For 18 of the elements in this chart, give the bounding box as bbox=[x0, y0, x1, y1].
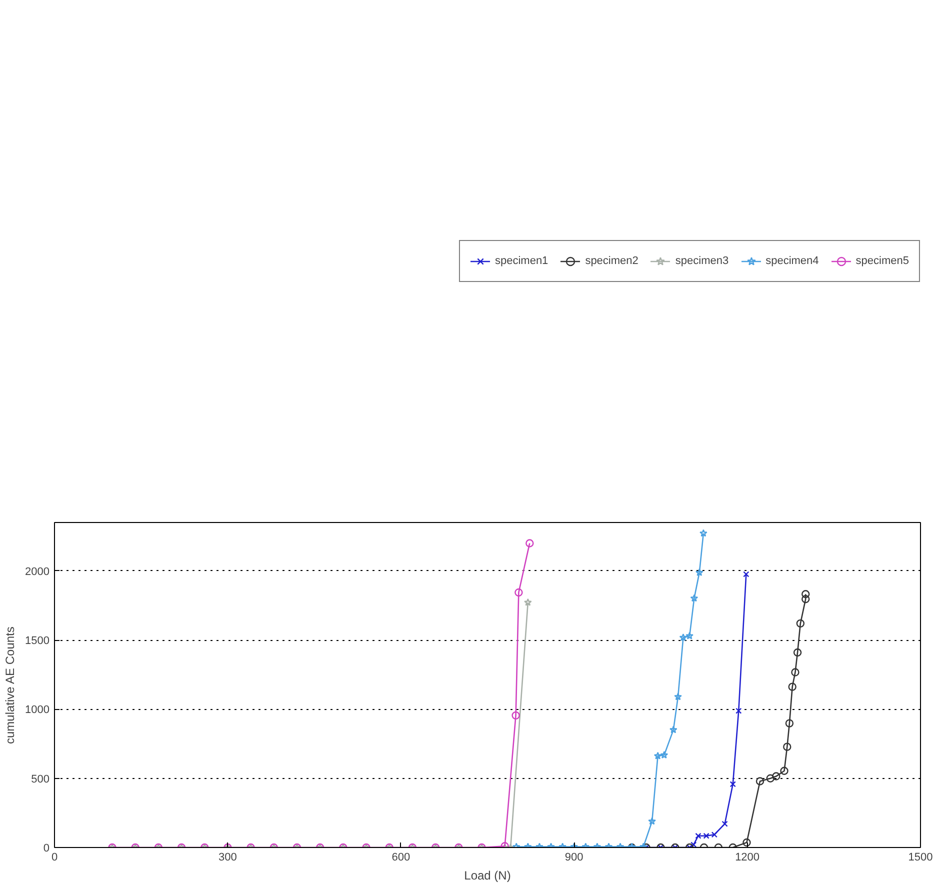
y-tick-label: 2000 bbox=[25, 566, 50, 578]
x-axis-title: Load (N) bbox=[464, 868, 511, 882]
y-tick-label: 1500 bbox=[25, 635, 50, 648]
x-tick-label: 900 bbox=[564, 852, 584, 864]
x-tick-label: 1200 bbox=[735, 852, 760, 864]
x-tick-label: 1500 bbox=[908, 852, 933, 864]
x-tick-label: 300 bbox=[218, 852, 237, 864]
y-tick-label: 1000 bbox=[25, 704, 50, 716]
y-tick-label: 0 bbox=[43, 842, 50, 854]
y-tick-label: 500 bbox=[31, 773, 50, 786]
x-tick-label: 600 bbox=[392, 852, 410, 864]
y-axis-title: cumulative AE Counts bbox=[3, 626, 18, 744]
legend-label: specimen4 bbox=[766, 255, 819, 267]
legend-label: specimen1 bbox=[494, 255, 548, 267]
legend-label: specimen2 bbox=[585, 255, 638, 267]
legend-label: specimen5 bbox=[856, 255, 909, 267]
legend-label: specimen3 bbox=[675, 255, 729, 267]
x-tick-label: 0 bbox=[51, 852, 58, 864]
